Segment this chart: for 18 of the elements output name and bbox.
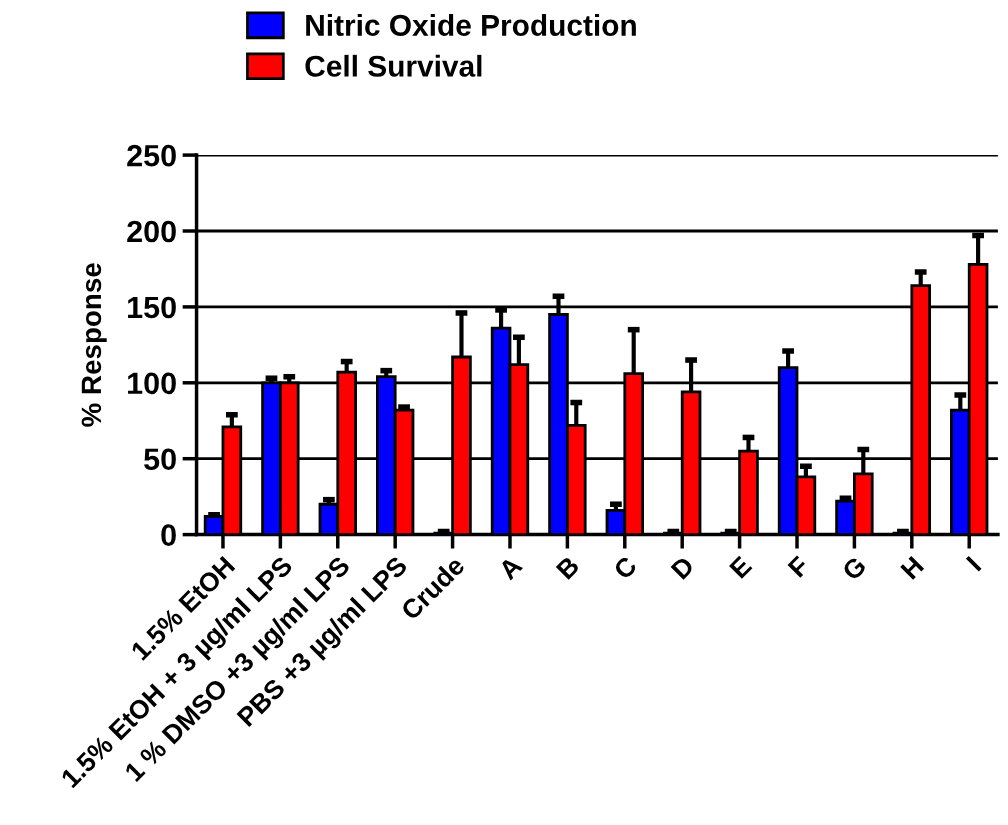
x-tick-label: E: [729, 555, 753, 579]
x-tick-label: C: [612, 555, 638, 581]
x-tick-label: I: [965, 555, 982, 572]
x-tick-label: H: [900, 555, 925, 580]
y-axis-title: % Response: [81, 263, 107, 427]
y-tick-label: 100: [128, 372, 176, 395]
x-tick-label: D: [670, 555, 695, 580]
y-tick-label: 150: [128, 296, 176, 319]
x-tick-label: F: [787, 555, 810, 578]
x-tick-label: G: [841, 555, 867, 582]
x-tick-label: B: [555, 555, 581, 580]
x-tick-label: A: [497, 555, 524, 581]
y-tick-label: 250: [127, 144, 176, 167]
y-tick-label: 50: [144, 448, 176, 471]
y-tick-label: 0: [161, 524, 176, 546]
y-tick-label: 200: [127, 220, 176, 243]
legend-label: Nitric Oxide Production: [306, 14, 636, 36]
legend-label: Cell Survival: [305, 54, 482, 77]
